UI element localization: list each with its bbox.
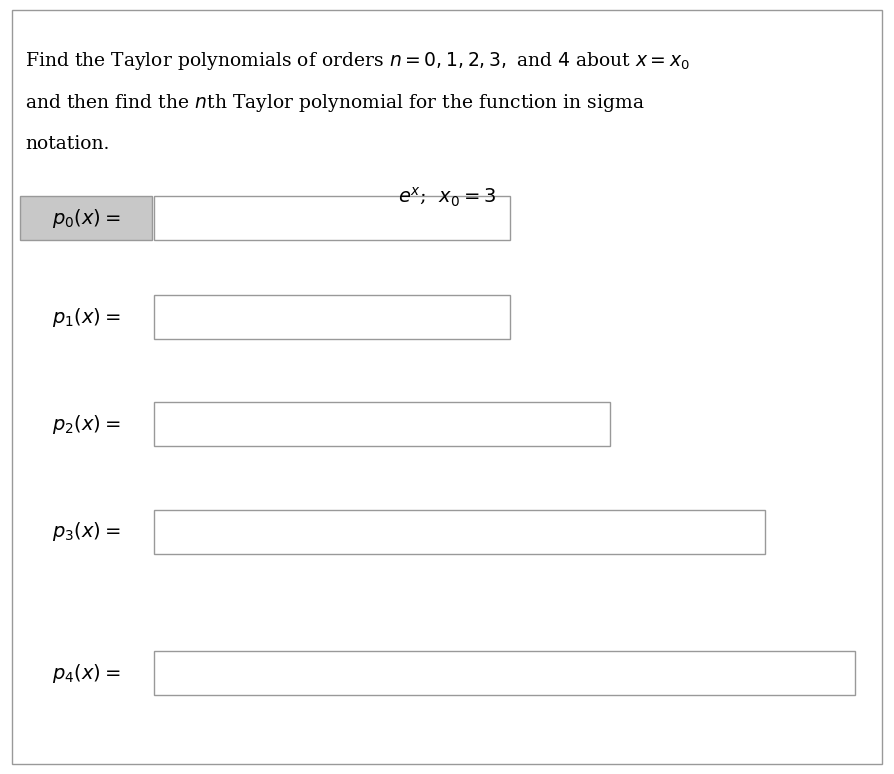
Text: notation.: notation. (25, 135, 109, 152)
Bar (154, 295, 510, 339)
Text: and then find the $n$th Taylor polynomial for the function in sigma: and then find the $n$th Taylor polynomia… (25, 92, 645, 114)
Text: Find the Taylor polynomials of orders $n = 0, 1, 2, 3,$ and $4$ about $x = x_0$: Find the Taylor polynomials of orders $n… (25, 50, 690, 71)
Bar (154, 196, 510, 240)
Text: $p_2(x) =$: $p_2(x) =$ (52, 413, 120, 436)
Bar (20, 196, 152, 240)
Text: $p_4(x) =$: $p_4(x) =$ (52, 662, 120, 685)
Text: $p_3(x) =$: $p_3(x) =$ (52, 520, 120, 543)
Text: $p_0(x) =$: $p_0(x) =$ (52, 207, 120, 230)
Text: $p_1(x) =$: $p_1(x) =$ (52, 306, 120, 329)
Bar (154, 510, 765, 554)
Text: $e^x$;  $x_0 = 3$: $e^x$; $x_0 = 3$ (398, 186, 496, 209)
Bar (154, 402, 610, 446)
Bar (154, 652, 855, 695)
